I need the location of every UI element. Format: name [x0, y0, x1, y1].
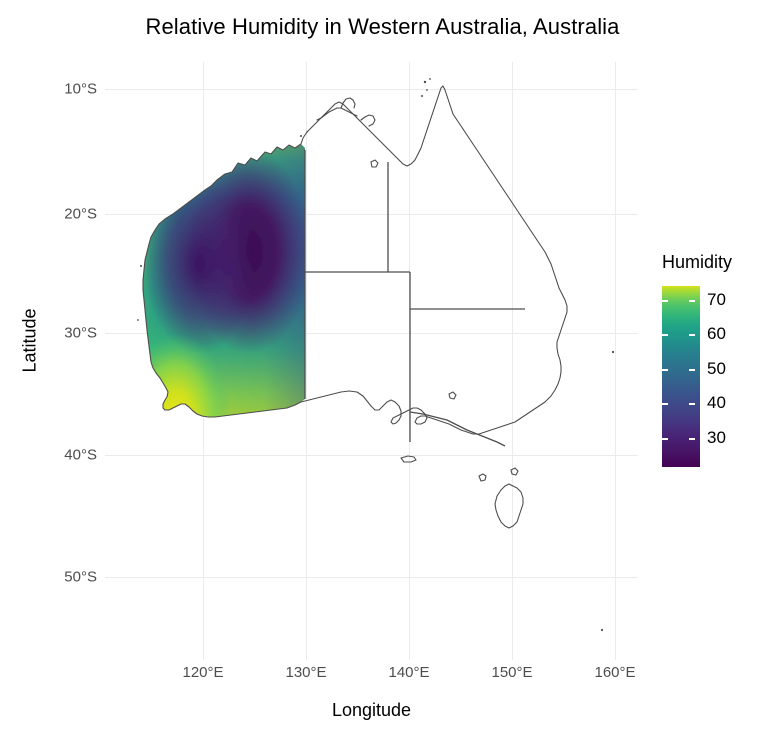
legend-title: Humidity — [662, 252, 733, 272]
legend-tick-mark-40-right — [689, 403, 695, 405]
y-tick-3: 40°S — [64, 446, 97, 464]
legend-tick-mark-50-right — [689, 369, 695, 371]
humidity-heatmap — [143, 144, 305, 417]
legend-tick-mark-50-left — [662, 369, 668, 371]
x-axis-title: Longitude — [331, 700, 412, 720]
y-axis-ticks: 10°S 20°S 30°S 40°S 50°S — [35, 62, 97, 660]
legend-tick-mark-60-right — [689, 334, 695, 336]
y-axis-title: Latitude — [19, 308, 40, 373]
x-tick-0: 120°E — [182, 664, 224, 681]
legend-colorbar — [662, 286, 700, 467]
gridline-lat-30s — [105, 333, 638, 334]
legend-tick-mark-30-left — [662, 438, 668, 440]
gridline-lat-10s — [105, 89, 638, 90]
legend-label-50: 50 — [707, 359, 726, 378]
plot-panel — [105, 62, 638, 660]
gridline-lon-130e — [306, 62, 307, 660]
gridline-lat-50s — [105, 577, 638, 578]
x-tick-3: 150°E — [491, 664, 533, 681]
page-title: Relative Humidity in Western Australia, … — [145, 14, 620, 39]
y-tick-2: 30°S — [64, 324, 97, 342]
y-tick-4: 50°S — [64, 568, 97, 586]
gridline-lon-160e — [615, 62, 616, 660]
x-tick-4: 160°E — [594, 664, 636, 681]
x-axis-ticks: 120°E 130°E 140°E 150°E 160°E — [105, 664, 638, 688]
legend-label-40: 40 — [707, 393, 726, 412]
legend-label-60: 60 — [707, 324, 726, 343]
legend-label-70: 70 — [707, 290, 726, 309]
gridline-lat-40s — [105, 455, 638, 456]
australia-map-outline — [137, 78, 615, 632]
y-tick-1: 20°S — [64, 205, 97, 223]
x-tick-2: 140°E — [388, 664, 430, 681]
y-tick-0: 10°S — [64, 80, 97, 98]
legend-tick-mark-70-left — [662, 300, 668, 302]
legend-tick-mark-60-left — [662, 334, 668, 336]
legend-tick-mark-30-right — [689, 438, 695, 440]
legend-label-30: 30 — [707, 428, 726, 447]
gridline-lon-150e — [512, 62, 513, 660]
legend-tick-mark-40-left — [662, 403, 668, 405]
x-tick-1: 130°E — [285, 664, 327, 681]
gridline-lat-20s — [105, 214, 638, 215]
legend-tick-mark-70-right — [689, 300, 695, 302]
